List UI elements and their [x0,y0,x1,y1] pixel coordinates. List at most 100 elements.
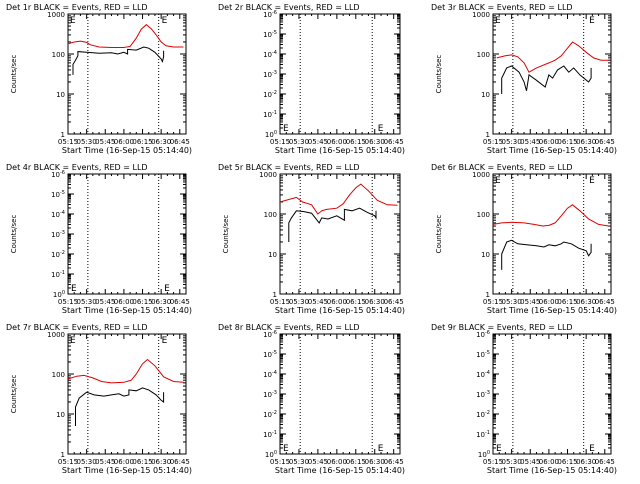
y-tick-label: 10-1 [51,270,65,279]
x-tick-label: 06:30 [365,298,385,306]
chart-title: Det 5r BLACK = Events, RED = LLD [218,163,360,172]
y-tick-label: 1000 [47,11,65,19]
chart-det-3: Det 3r BLACK = Events, RED = LLD 1 10 100 10… [431,3,617,155]
y-tick-label: 100 [53,290,65,299]
y-tick-label: 10-6 [476,330,490,339]
chart-det-4: Det 4r BLACK = Events, RED = LLD 100 10-1 1… [6,163,192,315]
y-tick-label: 10 [481,91,490,99]
y-tick-label: 10-2 [263,410,277,419]
lld-series-line [67,24,184,48]
x-tick-label: 05:45 [520,138,540,146]
y-tick-label: 100 [265,130,277,139]
plot-frame [492,333,612,455]
x-tick-label: 06:30 [151,458,171,466]
x-tick-label: 06:45 [170,138,190,146]
x-tick-label: 06:00 [539,298,559,306]
y-tick-label: 10 [56,91,65,99]
x-tick-label: 05:30 [502,458,522,466]
x-tick-label: 05:15 [483,138,503,146]
marker-e-start: E [496,444,502,454]
x-tick-label: 05:45 [520,298,540,306]
x-axis-label: Start Time (16-Sep-15 05:14:40) [62,306,192,315]
y-tick-label: 1 [61,131,65,139]
y-tick-label: 1000 [472,171,490,179]
x-axis-label: Start Time (16-Sep-15 05:14:40) [487,466,617,475]
x-tick-label: 05:30 [77,298,97,306]
y-tick-label: 10-2 [476,410,490,419]
y-axis-label: Counts/sec [10,55,18,94]
x-tick-label: 06:30 [365,458,385,466]
marker-e-start: E [70,16,76,26]
y-tick-label: 10-1 [263,430,277,439]
plot-frame [279,333,401,455]
y-tick-label: 1000 [47,331,65,339]
chart-title: Det 3r BLACK = Events, RED = LLD [431,3,573,12]
marker-e-start: E [71,284,77,294]
y-tick-label: 1000 [472,11,490,19]
y-tick-label: 10-4 [263,50,277,59]
x-tick-label: 05:45 [308,298,328,306]
x-tick-label: 05:45 [95,298,115,306]
y-tick-label: 100 [265,450,277,459]
x-tick-label: 06:00 [327,138,347,146]
chart-det-2: Det 2r BLACK = Events, RED = LLD 100 10-1 1… [218,3,405,155]
x-tick-label: 06:15 [132,298,152,306]
chart-title: Det 2r BLACK = Events, RED = LLD [218,3,360,12]
lld-series-line [496,41,609,73]
x-tick-label: 06:00 [539,138,559,146]
y-tick-label: 10-4 [263,370,277,379]
x-tick-label: 05:15 [483,298,503,306]
y-tick-label: 10-6 [263,330,277,339]
lld-series-line [67,358,184,384]
y-tick-label: 10-5 [263,30,277,39]
x-tick-label: 05:15 [58,458,78,466]
events-series-line [501,239,592,270]
x-axis-label: Start Time (16-Sep-15 05:14:40) [275,466,405,475]
y-tick-label: 1 [486,291,490,299]
y-tick-label: 1 [273,291,277,299]
x-tick-label: 06:00 [327,298,347,306]
y-tick-label: 10-1 [263,110,277,119]
x-tick-label: 06:15 [132,458,152,466]
chart-det-6: Det 6r BLACK = Events, RED = LLD 1 10 100 10… [431,163,617,315]
chart-title: Det 4r BLACK = Events, RED = LLD [6,163,148,172]
marker-e-start: E [495,16,501,26]
x-tick-label: 06:00 [114,138,134,146]
chart-det-8: Det 8r BLACK = Events, RED = LLD 100 10-1 1… [218,323,405,475]
marker-e-start: E [70,336,76,346]
x-tick-label: 05:30 [289,138,309,146]
x-tick-label: 06:15 [557,298,577,306]
y-tick-label: 10-2 [51,250,65,259]
marker-e-end: E [378,124,384,134]
plot-frame [492,173,612,295]
x-tick-label: 06:45 [170,458,190,466]
y-tick-label: 10-2 [263,90,277,99]
x-tick-label: 05:30 [502,138,522,146]
y-tick-label: 100 [52,371,65,379]
marker-e-end: E [589,444,595,454]
plot-frame [67,173,187,295]
chart-title: Det 9r BLACK = Events, RED = LLD [431,323,573,332]
y-tick-label: 10-6 [263,10,277,19]
y-axis-label: Counts/sec [435,55,443,94]
x-tick-label: 06:30 [365,138,385,146]
chart-det-9: Det 9r BLACK = Events, RED = LLD 100 10-1 1… [431,323,617,475]
x-tick-label: 06:45 [595,298,615,306]
x-axis-label: Start Time (16-Sep-15 05:14:40) [62,466,192,475]
x-tick-label: 06:30 [151,298,171,306]
x-tick-label: 06:00 [539,458,559,466]
y-tick-label: 10-5 [476,350,490,359]
x-tick-label: 06:30 [576,138,596,146]
chart-det-1: Det 1r BLACK = Events, RED = LLD 1 10 100 10… [6,3,192,155]
events-series-line [288,207,377,242]
lld-series-line [279,183,398,215]
lld-series-line [492,204,609,227]
x-tick-label: 05:45 [95,138,115,146]
y-tick-label: 1 [61,451,65,459]
x-tick-label: 06:45 [384,298,404,306]
marker-e-end: E [589,16,595,26]
x-tick-label: 06:45 [595,458,615,466]
x-tick-label: 05:45 [308,138,328,146]
x-tick-label: 06:15 [557,458,577,466]
